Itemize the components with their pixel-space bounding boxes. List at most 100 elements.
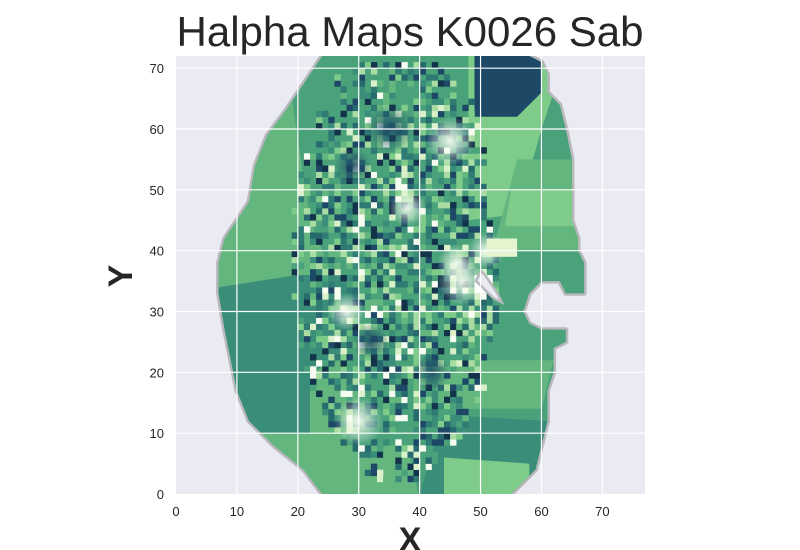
x-tick-label: 40 [412,504,426,519]
heat-cell [401,177,408,185]
heat-cell [389,348,396,355]
heat-cell [425,396,433,404]
heat-cell [480,317,487,324]
heat-cell [340,135,347,142]
heat-cell [468,202,475,209]
heat-cell [456,433,463,440]
heat-cell [450,232,457,239]
x-tick-label: 70 [595,504,609,519]
heat-cell [377,92,384,99]
heat-cell [419,220,426,227]
heat-cell [346,141,353,148]
heat-cell [383,275,390,282]
heat-cell [377,287,384,294]
heat-cell [444,208,451,215]
heat-cell [395,244,402,251]
heat-cell [316,372,323,379]
heat-cell [322,195,329,203]
heat-cell [328,268,335,276]
heat-cell [395,341,402,349]
heat-cell [310,238,317,245]
heat-cell [474,159,481,166]
heat-cell [377,317,384,324]
heat-cell [425,183,433,191]
heat-cell [395,299,402,306]
heat-cell [383,427,390,434]
heat-cell [328,226,335,233]
heat-cell [419,189,426,197]
heat-cell [395,238,402,245]
heat-cell [358,232,366,239]
heat-cell [450,177,457,185]
heat-cell [316,281,323,288]
heat-cell [413,250,420,258]
x-axis-label: X [399,521,422,550]
heat-cell [492,305,500,312]
heat-cell [328,171,335,178]
heat-cell [377,311,384,318]
heat-cell [437,348,445,355]
heat-cell [456,408,463,416]
heat-cell [395,287,402,294]
heat-cell [383,232,390,239]
heat-cell [480,214,487,221]
heat-cell [474,202,481,209]
heat-cell [492,281,500,288]
heat-cell [358,244,366,251]
heat-cell [352,98,359,105]
heat-cell [377,226,384,233]
heat-cell [425,177,433,185]
heat-cell [352,445,359,452]
heat-cell [425,171,433,178]
heat-cell [322,366,329,373]
heat-cell [437,104,445,112]
heat-cell [297,177,305,185]
heat-cell [364,208,372,215]
heat-cell [444,323,451,331]
heat-cell [377,244,384,251]
heat-cell [419,421,426,428]
heat-cell [395,457,402,464]
heat-cell [407,232,414,239]
heat-cell [450,214,457,221]
heat-cell [468,311,475,318]
heat-cell [425,335,433,343]
heat-cell [474,366,481,373]
heat-cell [456,384,463,391]
heat-cell [297,341,305,349]
heat-cell [352,220,359,227]
heat-cell [310,195,317,203]
heat-cell [431,195,439,203]
heat-cell [383,159,390,166]
heat-cell [395,183,402,191]
heat-cell [346,86,353,93]
heat-cell [413,427,420,434]
heat-cell [444,311,451,318]
heat-cell [370,183,378,191]
heat-cell [425,153,433,160]
heat-cell [358,268,366,276]
heat-cell [303,329,311,337]
heat-cell [370,299,378,306]
heat-cell [383,305,390,312]
heat-cell [437,68,445,75]
heat-cell [425,317,433,324]
heat-cell [316,323,323,331]
heat-cell [370,451,378,458]
heat-cell [413,354,420,361]
heat-cell [462,317,469,324]
heat-cell [389,262,396,270]
tick-labels: 0 10 20 30 40 50 60 70 0 10 20 30 40 50 60 70 [150,61,610,519]
heat-cell [358,378,366,385]
heat-cell [340,366,347,373]
heat-cell [395,475,402,483]
heat-cell [450,323,457,331]
heat-cell [370,275,378,282]
heat-cell [364,384,372,391]
heat-cell [401,317,408,324]
heat-cell [425,165,433,172]
heat-cell [413,268,420,276]
heat-cell [462,226,469,233]
heat-cell [352,189,359,197]
heat-cell [395,402,402,410]
